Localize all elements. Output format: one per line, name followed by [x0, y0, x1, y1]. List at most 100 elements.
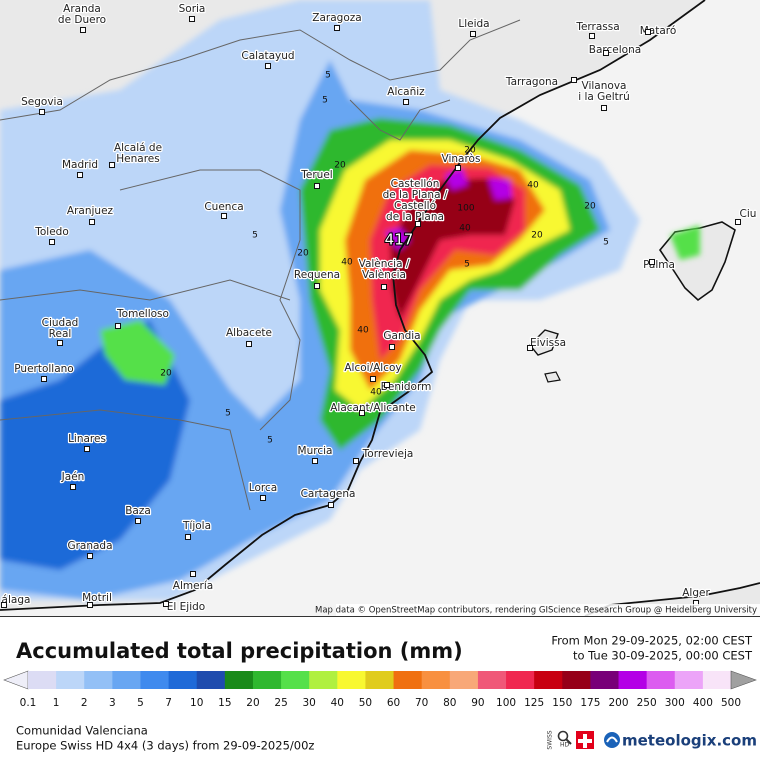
city-label: Ciudad	[42, 317, 79, 329]
city-marker	[41, 376, 47, 382]
city-marker	[260, 495, 266, 501]
contour-label: 5	[603, 238, 609, 248]
city-marker	[190, 571, 196, 577]
city-marker	[39, 109, 45, 115]
city-marker	[389, 344, 395, 350]
city-marker	[189, 16, 195, 22]
legend-swatch	[562, 671, 591, 689]
city-marker	[359, 410, 365, 416]
city-label: Torrevieja	[362, 448, 414, 460]
legend-value: 300	[665, 697, 685, 709]
contour-label: 100	[457, 204, 474, 214]
legend-swatch	[506, 671, 535, 689]
city-marker	[109, 162, 115, 168]
border	[0, 19, 521, 121]
contour-label: 5	[225, 409, 231, 419]
city-label: Eivissa	[530, 337, 566, 349]
legend-swatch	[224, 671, 254, 689]
city-marker	[470, 31, 476, 37]
legend-swatch	[702, 671, 732, 689]
city-marker	[221, 213, 227, 219]
legend-swatch	[393, 671, 423, 689]
legend-value: 80	[443, 697, 456, 709]
border	[349, 99, 451, 141]
legend-swatch	[646, 671, 676, 689]
city-label: Henares	[116, 153, 159, 165]
city-marker	[601, 105, 607, 111]
legend-swatch	[590, 671, 620, 689]
legend-value: 150	[552, 697, 572, 709]
brand-logo	[606, 736, 618, 743]
city-label: Soria	[179, 3, 206, 15]
city-label: Baza	[125, 505, 151, 517]
city-label: Granada	[67, 540, 112, 552]
legend-value: 500	[721, 697, 741, 709]
legend: 0.1 1 2 3 5 7 10 15 20 25 30 40 50 60 70 80 90 100 125 150 1…	[3, 670, 757, 709]
city-label: Toledo	[34, 226, 69, 238]
legend-value: 125	[524, 697, 544, 709]
magnifier	[557, 730, 569, 742]
legend-value: 250	[637, 697, 657, 709]
city-label: Tarragona	[505, 76, 558, 88]
city-marker	[87, 553, 93, 559]
brand: meteologix.com	[604, 732, 757, 750]
city-marker	[370, 376, 376, 382]
city-marker	[328, 502, 334, 508]
city-label: València /	[359, 258, 410, 270]
city-label: Lorca	[249, 482, 277, 494]
formentera	[544, 371, 561, 383]
city-marker	[735, 219, 741, 225]
legend-swatch	[337, 671, 366, 689]
city-label: Calatayud	[241, 50, 294, 62]
city-label: Vinaròs	[442, 153, 481, 165]
legend-swatch	[196, 671, 226, 689]
rain-area	[385, 168, 512, 250]
badge-text: SWISS	[547, 730, 554, 749]
legend-value: 40	[331, 697, 344, 709]
brand-logo	[604, 732, 620, 748]
city-label: València	[362, 269, 406, 281]
legend-value: 15	[218, 697, 231, 709]
city-marker	[649, 259, 655, 265]
city-label: Barcelona	[589, 44, 641, 56]
city-label: Almería	[173, 580, 213, 592]
legend-value: 3	[109, 697, 116, 709]
city-marker	[381, 284, 387, 290]
city-label: Alacant/Alicante	[330, 402, 416, 414]
precipitation	[0, 0, 700, 600]
contour-label: 40	[341, 258, 353, 268]
legend-value: 70	[415, 697, 428, 709]
city-label: de Duero	[58, 14, 106, 26]
title: Accumulated total precipitation (mm)	[16, 639, 463, 663]
city-label: Murcia	[298, 445, 333, 457]
legend-value: 400	[693, 697, 713, 709]
swiss-cross	[578, 734, 592, 748]
contour-label: 20	[584, 202, 596, 212]
legend-swatch	[84, 671, 113, 689]
city-label: El Ejido	[167, 601, 205, 613]
city-marker	[70, 484, 76, 490]
contour-label: 5	[464, 260, 470, 270]
maximum-label: 417	[385, 231, 414, 249]
legend-over	[730, 670, 757, 690]
city-label: Tomelloso	[116, 308, 169, 320]
swiss-hd-badge: SWISS HD	[547, 730, 594, 750]
city-marker	[57, 340, 63, 346]
city-label: Gandia	[383, 330, 420, 342]
city-marker	[87, 602, 93, 608]
city-marker	[49, 239, 55, 245]
region: Comunidad Valenciana	[16, 724, 148, 738]
magnifier	[565, 738, 572, 745]
city-label: Alcalá de	[114, 142, 162, 154]
city-label: Alcañiz	[387, 86, 425, 98]
model: Europe Swiss HD 4x4 (3 days) from 29-09-…	[16, 739, 314, 753]
rain-area	[670, 225, 700, 260]
legend-swatch	[534, 671, 563, 689]
legend-swatch	[618, 671, 648, 689]
city-marker	[314, 283, 320, 289]
contour-label: 5	[325, 71, 331, 81]
legend-swatch	[168, 671, 198, 689]
city-label: de la Plana /	[383, 189, 448, 201]
contour-label: 5	[252, 231, 258, 241]
